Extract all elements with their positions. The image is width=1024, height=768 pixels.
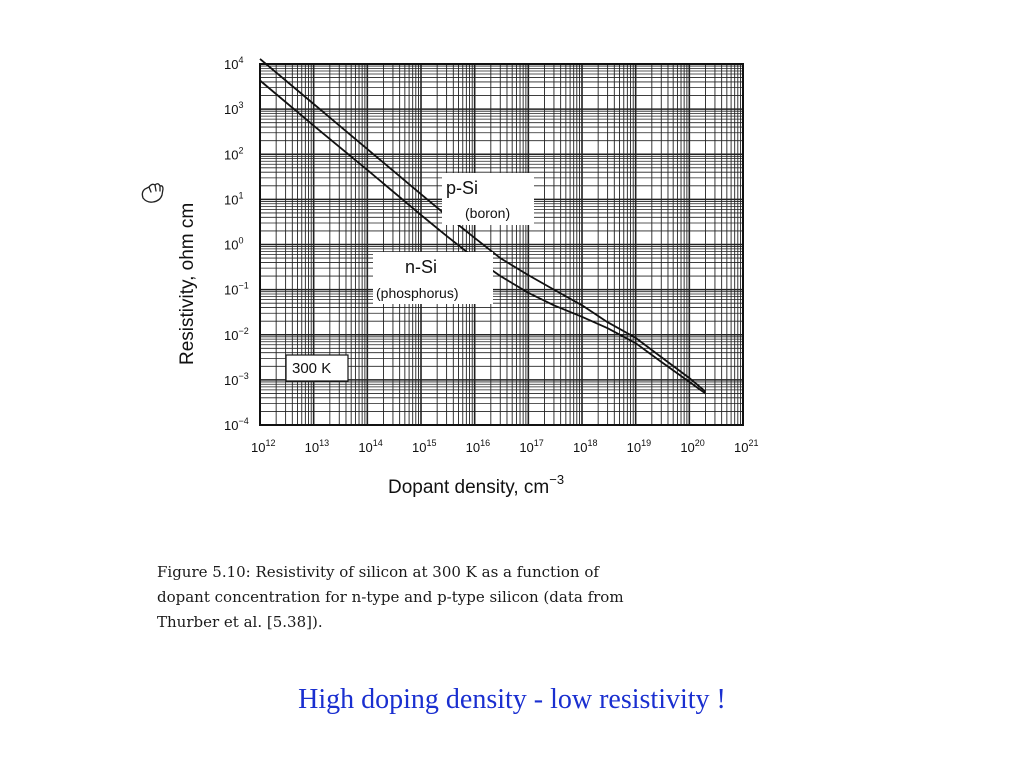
y-tick-label: 10−2 <box>224 326 249 343</box>
caption-line: Thurber et al. [5.38]). <box>157 613 323 631</box>
hand-icon <box>141 183 164 203</box>
n-si-series-note: (phosphorus) <box>376 285 459 301</box>
x-tick-label: 1019 <box>627 438 651 455</box>
n-si-series-label: n-Si <box>405 257 437 277</box>
slide-takeaway: High doping density - low resistivity ! <box>298 684 726 715</box>
tick-labels: 1012 1013 1014 1015 1016 1017 1018 1019 1020 1021… <box>224 55 758 455</box>
caption-line: dopant concentration for n-type and p-ty… <box>157 588 624 606</box>
chart-series <box>259 58 707 395</box>
n-si-label-box <box>373 252 493 304</box>
series-line-n-si <box>259 79 707 395</box>
y-tick-label: 100 <box>224 236 243 253</box>
x-tick-label: 1018 <box>573 438 597 455</box>
x-tick-label: 1015 <box>412 438 436 455</box>
x-tick-label: 1016 <box>466 438 490 455</box>
y-tick-label: 101 <box>224 190 243 207</box>
x-tick-label: 1020 <box>680 438 704 455</box>
plot-frame <box>259 63 744 426</box>
x-tick-label: 1013 <box>305 438 329 455</box>
x-tick-label: 1014 <box>358 438 382 455</box>
y-tick-label: 10−4 <box>224 416 249 433</box>
y-tick-label: 102 <box>224 145 243 162</box>
y-tick-label: 10−3 <box>224 371 249 388</box>
y-axis-title: Resistivity, ohm cm <box>177 203 198 365</box>
caption-line: Figure 5.10: Resistivity of silicon at 3… <box>157 563 599 581</box>
series-line-p-si <box>259 58 707 393</box>
temperature-label: 300 K <box>292 360 331 377</box>
p-si-series-label: p-Si <box>446 178 478 198</box>
y-tick-label: 10−1 <box>224 281 249 298</box>
x-axis-title: Dopant density, cm−3 <box>388 472 564 498</box>
y-tick-label: 104 <box>224 55 243 72</box>
p-si-label-box <box>442 173 534 225</box>
temperature-label-box <box>285 354 349 382</box>
p-si-series-note: (boron) <box>465 205 510 221</box>
x-tick-label: 1012 <box>251 438 275 455</box>
y-tick-label: 103 <box>224 100 243 117</box>
x-tick-label: 1017 <box>519 438 543 455</box>
x-tick-label: 1021 <box>734 438 758 455</box>
figure-caption: Figure 5.10: Resistivity of silicon at 3… <box>157 560 757 635</box>
